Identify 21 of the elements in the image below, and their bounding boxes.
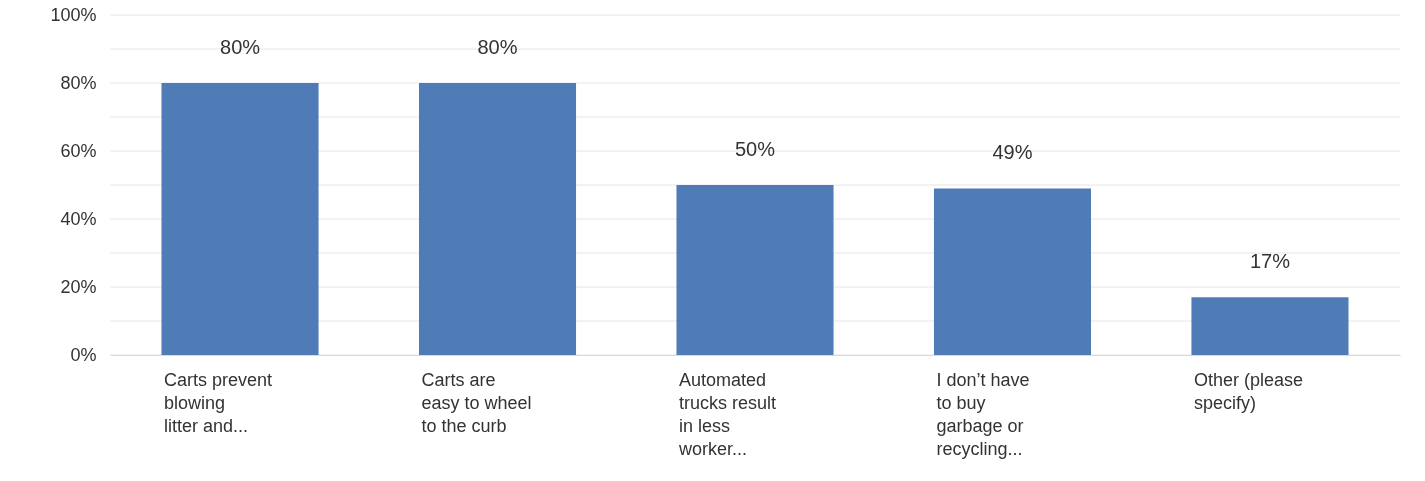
bar — [1191, 297, 1349, 355]
data-label: 50% — [734, 138, 776, 160]
bar — [418, 83, 577, 355]
y-tick-label: 40% — [60, 208, 97, 229]
bar — [161, 83, 319, 355]
bar — [933, 188, 1092, 355]
data-label: 49% — [992, 141, 1033, 164]
x-tick-label: Carts are easy to wheel to the curb — [421, 369, 532, 436]
x-tick-label: Other (please specify) — [1193, 369, 1304, 413]
y-tick-label: 0% — [70, 344, 97, 365]
bar — [676, 185, 834, 355]
y-tick-label: 100% — [50, 4, 97, 25]
y-tick-label: 60% — [60, 140, 97, 161]
x-tick-label: Carts prevent blowing litter and... — [164, 369, 273, 436]
data-label: 17% — [1249, 250, 1291, 273]
y-tick-label: 20% — [60, 276, 97, 297]
x-tick-label: I don’t have to buy garbage or recycling... — [936, 369, 1030, 459]
x-tick-label: Automated trucks result in less worker... — [678, 369, 777, 459]
y-tick-label: 80% — [60, 72, 97, 93]
data-label: 80% — [477, 36, 518, 58]
data-label: 80% — [220, 36, 261, 58]
